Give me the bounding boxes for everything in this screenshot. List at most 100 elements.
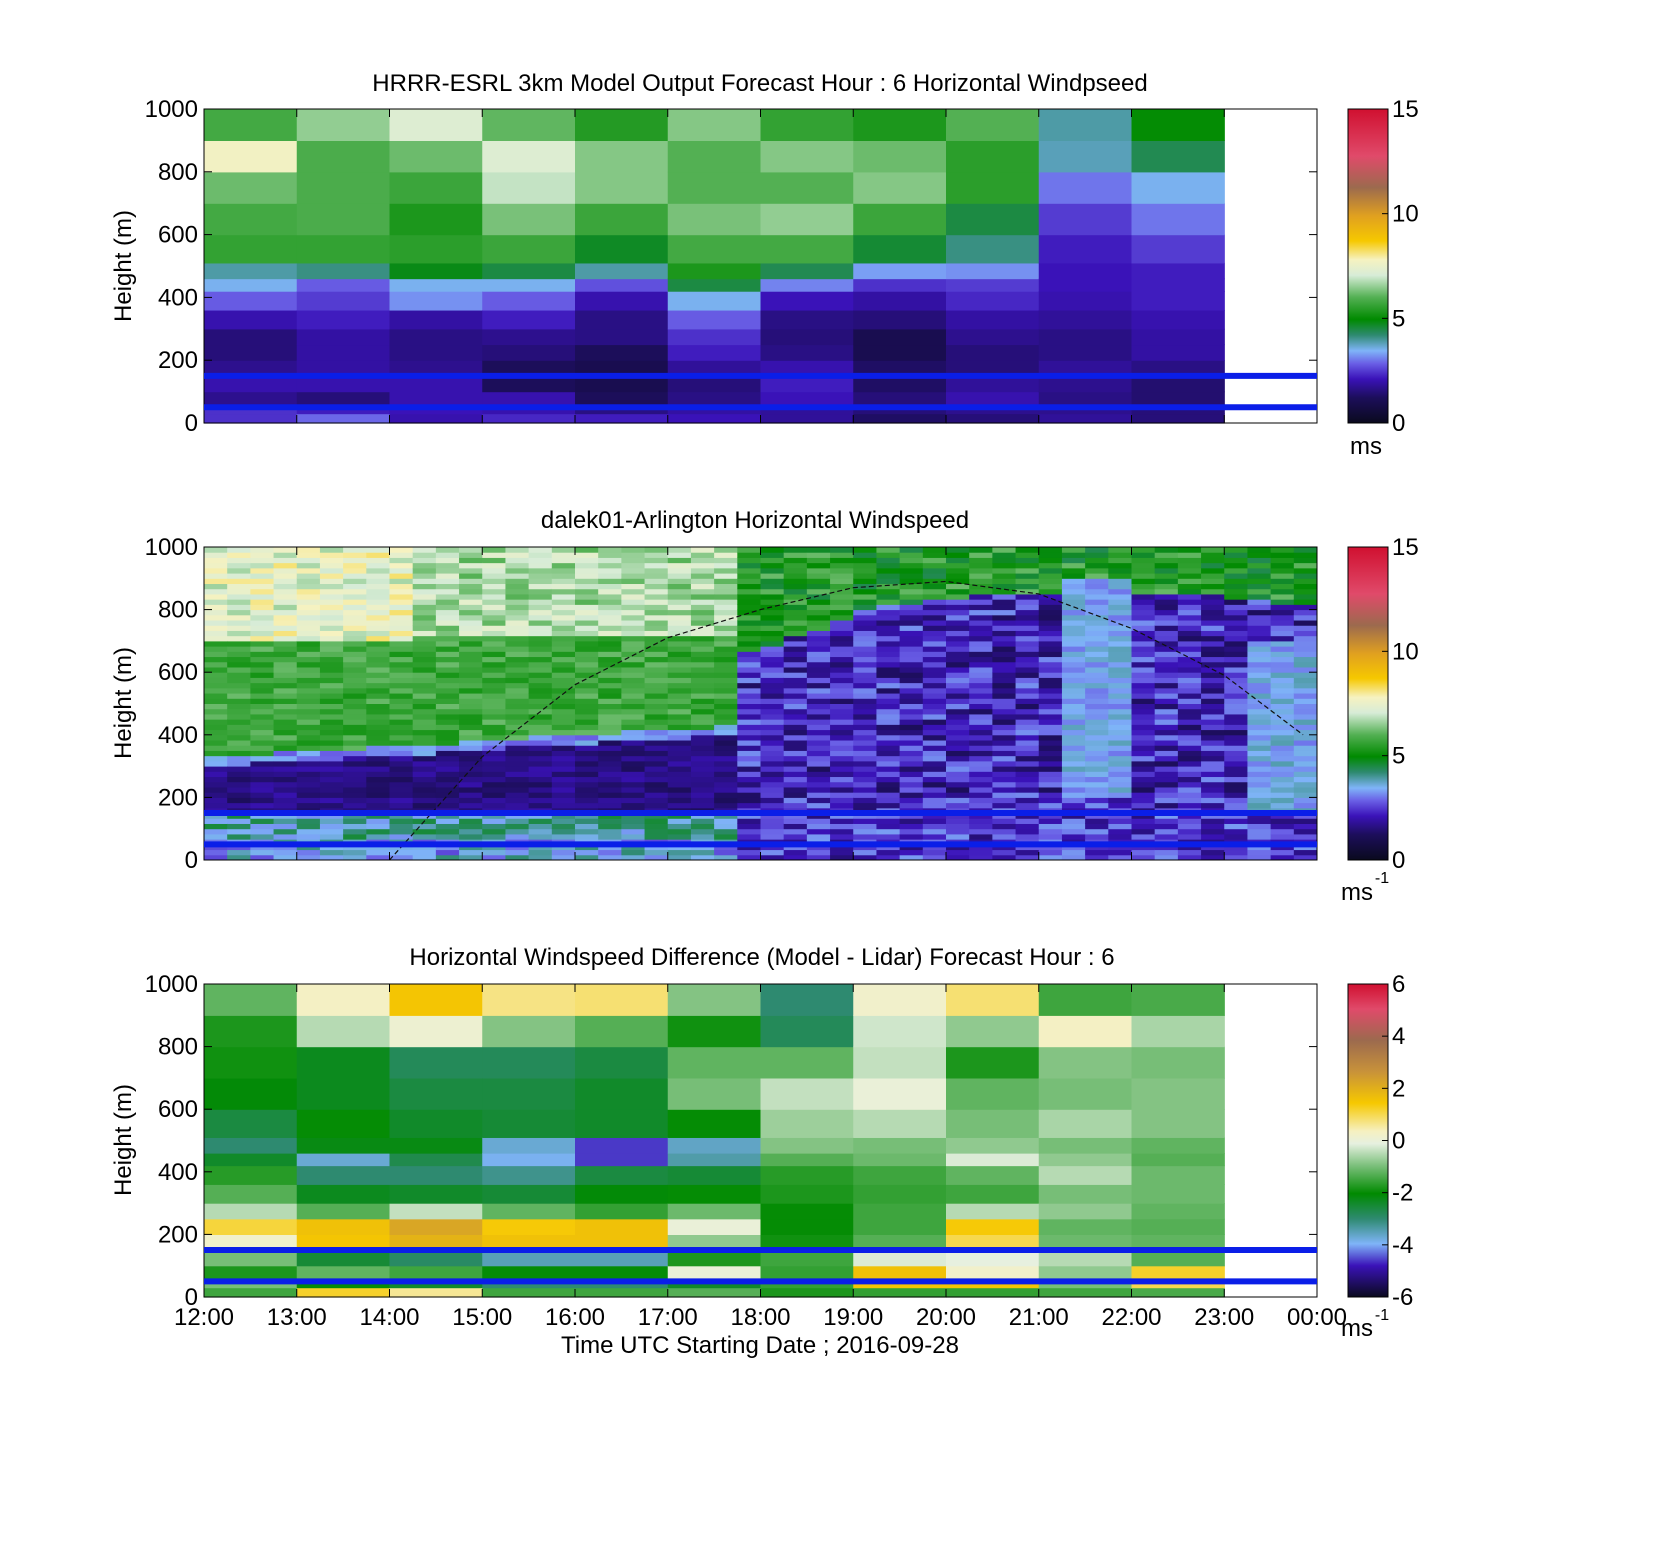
heatmap-cell <box>1224 625 1248 631</box>
heatmap-cell <box>690 651 715 658</box>
heatmap-cell <box>366 620 390 626</box>
heatmap-cell <box>273 719 298 725</box>
heatmap-cell <box>737 781 761 788</box>
heatmap-cell <box>389 651 414 658</box>
heatmap-cell <box>482 552 506 558</box>
heatmap-cell <box>1270 599 1295 605</box>
panel-2-title: dalek01-Arlington Horizontal Windspeed <box>541 507 969 534</box>
heatmap-cell <box>946 588 970 595</box>
heatmap-cell <box>412 625 437 631</box>
heatmap-cell <box>435 593 460 600</box>
heatmap-cell <box>366 698 390 704</box>
heatmap-cell <box>667 719 692 725</box>
heatmap-cell <box>204 109 298 141</box>
heatmap-cell <box>1224 771 1248 778</box>
heatmap-cell <box>667 766 692 772</box>
heatmap-cell <box>853 682 877 689</box>
heatmap-cell <box>667 713 692 720</box>
heatmap-cell <box>644 547 669 553</box>
heatmap-cell <box>760 708 785 715</box>
heatmap-cell <box>296 766 321 772</box>
heatmap-cell <box>644 682 669 689</box>
heatmap-cell <box>946 1165 1040 1185</box>
heatmap-cell <box>760 140 854 173</box>
heatmap-cell <box>1085 552 1109 558</box>
heatmap-cell <box>1108 646 1132 652</box>
heatmap-cell <box>899 792 924 798</box>
heatmap-cell <box>528 672 553 678</box>
heatmap-cell <box>1131 771 1156 778</box>
heatmap-cell <box>551 729 576 736</box>
heatmap-cell <box>783 786 808 793</box>
heatmap-cell <box>899 802 924 809</box>
heatmap-cell <box>204 593 228 600</box>
heatmap-cell <box>389 708 414 715</box>
heatmap-cell <box>853 360 947 377</box>
heatmap-cell <box>482 583 506 590</box>
heatmap-cell <box>575 740 599 746</box>
heatmap-cell <box>366 781 390 788</box>
heatmap-cell <box>621 828 646 835</box>
heatmap-cell <box>204 786 228 793</box>
heatmap-cell <box>1201 687 1225 694</box>
heatmap-cell <box>969 682 993 689</box>
heatmap-cell <box>1201 557 1225 564</box>
heatmap-cell <box>1131 635 1156 642</box>
heatmap-cell <box>1108 740 1132 746</box>
heatmap-cell <box>482 750 506 757</box>
heatmap-cell <box>296 802 321 809</box>
heatmap-cell <box>551 687 576 694</box>
heatmap-cell <box>1085 693 1109 699</box>
heatmap-cell <box>505 682 530 689</box>
heatmap-cell <box>667 984 762 1016</box>
heatmap-cell <box>667 547 692 553</box>
heatmap-cell <box>853 651 877 658</box>
heatmap-cell <box>1108 562 1132 569</box>
heatmap-cell <box>922 740 947 746</box>
heatmap-cell <box>1108 635 1132 642</box>
heatmap-cell <box>922 682 947 689</box>
heatmap-cell <box>1015 729 1040 736</box>
heatmap-cell <box>366 672 390 678</box>
heatmap-cell <box>1085 599 1109 605</box>
heatmap-cell <box>250 593 275 600</box>
heatmap-cell <box>853 578 877 585</box>
heatmap-cell <box>760 567 785 574</box>
heatmap-cell <box>204 672 228 678</box>
heatmap-cell <box>227 776 251 783</box>
heatmap-cell <box>412 614 437 621</box>
heatmap-cell <box>830 703 854 710</box>
heatmap-cell <box>1015 828 1040 835</box>
heatmap-cell <box>250 666 275 673</box>
heatmap-cell <box>1224 635 1248 642</box>
heatmap-cell <box>296 677 321 684</box>
heatmap-cell <box>667 677 692 684</box>
heatmap-cell <box>1201 593 1225 600</box>
heatmap-cell <box>760 328 854 346</box>
heatmap-cell <box>1270 604 1295 611</box>
heatmap-cell <box>250 713 275 720</box>
heatmap-cell <box>1270 797 1295 804</box>
heatmap-cell <box>1224 646 1248 652</box>
heatmap-cell <box>575 360 669 377</box>
heatmap-cell <box>1061 614 1086 621</box>
heatmap-cell <box>296 573 321 579</box>
y-tick-label: 200 <box>158 347 198 374</box>
heatmap-cell <box>319 599 344 605</box>
heatmap-cell <box>1038 625 1063 631</box>
heatmap-cell <box>1293 828 1318 835</box>
heatmap-cell <box>899 703 924 710</box>
heatmap-cell <box>1131 833 1156 840</box>
heatmap-cell <box>482 1265 576 1279</box>
heatmap-cell <box>737 703 761 710</box>
heatmap-cell <box>505 687 530 694</box>
heatmap-cell <box>296 640 321 647</box>
heatmap-cell <box>273 651 298 658</box>
heatmap-cell <box>946 833 970 840</box>
heatmap-cell <box>575 1234 669 1251</box>
heatmap-cell <box>482 708 506 715</box>
heatmap-cell <box>1201 640 1225 647</box>
colorbar-tick-label: 15 <box>1392 96 1419 123</box>
heatmap-cell <box>969 609 993 616</box>
heatmap-cell <box>1201 552 1225 558</box>
